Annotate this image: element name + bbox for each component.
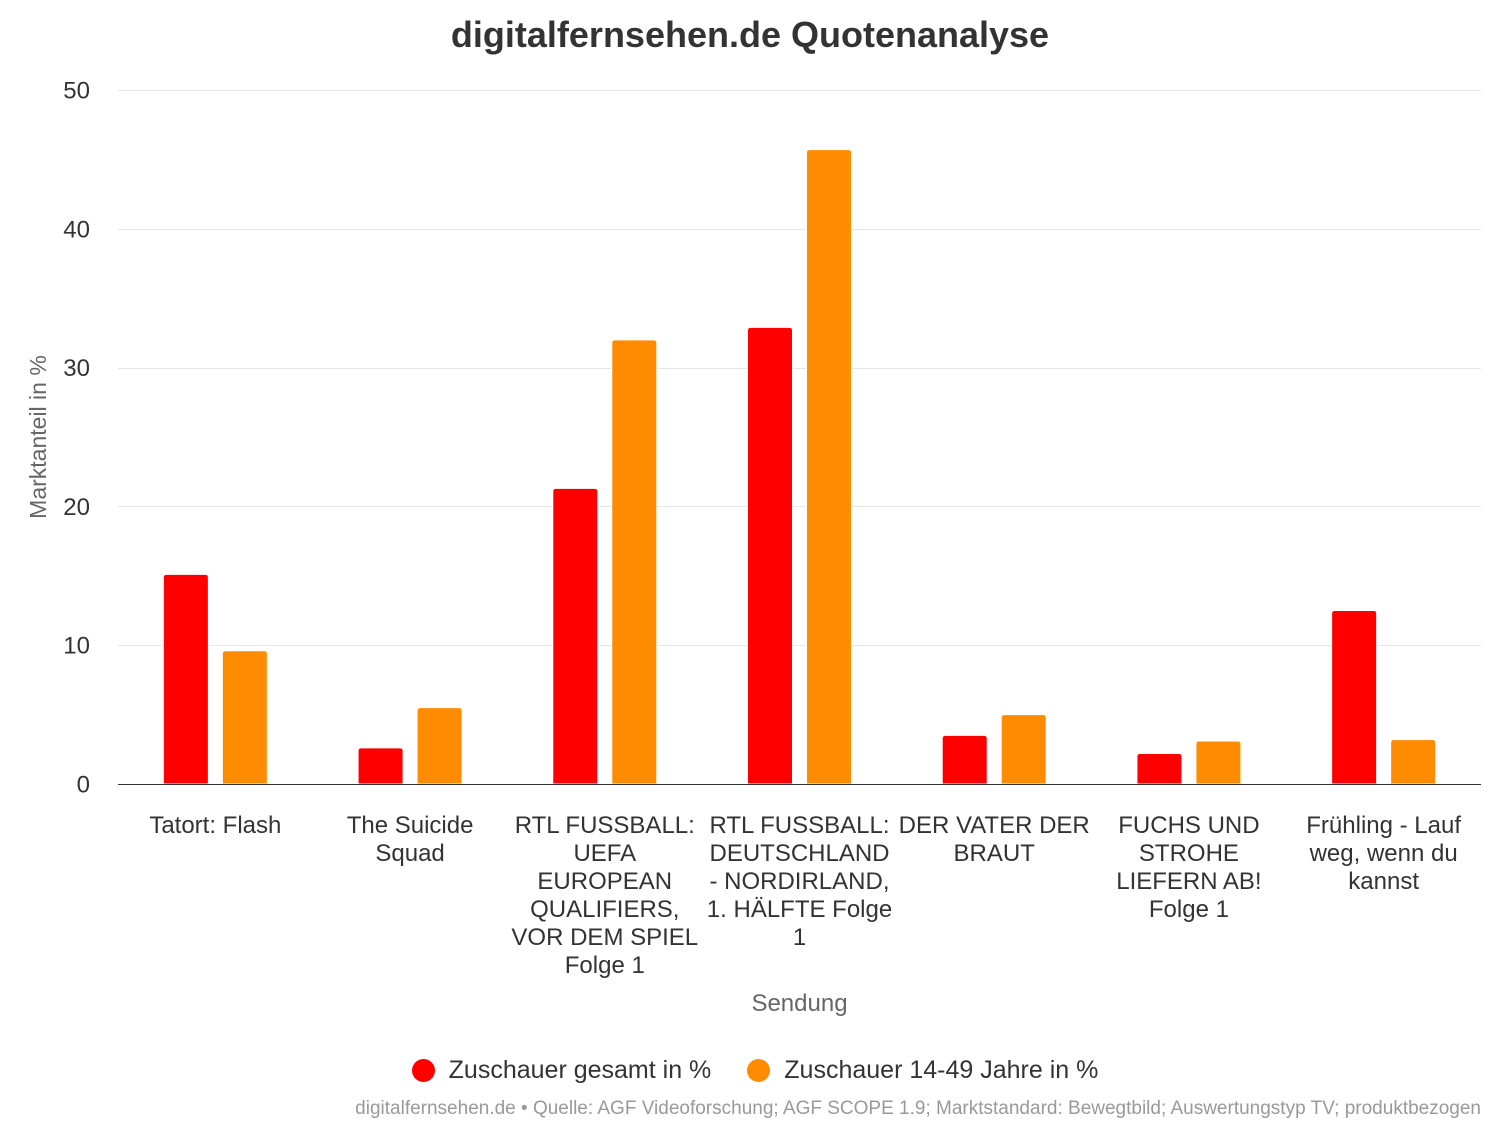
legend: Zuschauer gesamt in % Zuschauer 14-49 Ja… <box>10 1055 1500 1085</box>
x-tick-label-line: Folge 1 <box>1148 896 1229 923</box>
x-tick-label-line: Folge 1 <box>564 952 645 979</box>
bar <box>357 747 404 785</box>
x-tick-label-line: kannst <box>1348 868 1419 895</box>
x-tick-label-line: 1. HÄLFTE Folge <box>706 896 893 923</box>
bar-series <box>221 149 1437 785</box>
x-tick-label-line: FUCHS UND <box>1118 812 1260 839</box>
bar <box>747 326 793 785</box>
x-tick-label: The Suicide Squad <box>300 812 520 868</box>
x-tick-label-line: VOR DEM SPIEL <box>511 924 699 951</box>
x-tick-label-line: STROHE <box>1138 840 1239 867</box>
x-tick-label-line: UEFA <box>573 840 637 867</box>
x-tick-label: RTL FUSSBALL: UEFA EUROPEAN QUALIFIERS, … <box>495 812 715 980</box>
x-tick-label-line: DEUTSCHLAND <box>709 840 890 867</box>
legend-marker <box>411 1058 435 1082</box>
y-axis-ticks: 0 10 20 30 40 50 <box>63 78 90 799</box>
x-axis-labels: Tatort: Flash The Suicide Squad RTL FUSSBA… <box>0 812 1500 982</box>
y-tick-label: 20 <box>63 494 90 521</box>
bar <box>611 339 658 785</box>
bar <box>1136 752 1183 785</box>
chart-title: digitalfernsehen.de Quotenanalyse <box>450 14 1050 55</box>
bar <box>1000 714 1047 785</box>
legend-label: Zuschauer 14-49 Jahre in % <box>784 1056 1099 1084</box>
bar <box>1331 610 1378 785</box>
bar <box>1195 740 1242 785</box>
bar <box>162 573 209 785</box>
x-tick-label: Tatort: Flash <box>105 812 325 840</box>
x-tick-label-line: DER VATER DER <box>898 812 1090 839</box>
y-tick-label: 40 <box>63 216 90 243</box>
x-tick-label-line: EUROPEAN <box>537 868 673 895</box>
x-tick-label-line: RTL FUSSBALL: <box>514 812 695 839</box>
y-axis-title: Marktanteil in % <box>25 355 51 519</box>
x-tick-label: Frühling - Lauf weg, wenn du kannst <box>1274 812 1494 896</box>
x-tick-label-line: BRAUT <box>953 840 1035 867</box>
y-tick-label: 50 <box>63 78 90 105</box>
bar <box>416 707 463 785</box>
legend-marker <box>747 1058 771 1082</box>
bars <box>162 149 1437 785</box>
x-tick-label: DER VATER DER BRAUT <box>884 812 1104 868</box>
y-tick-label: 30 <box>63 355 90 382</box>
legend-item-zuschauer-gesamt[interactable]: Zuschauer gesamt in % <box>411 1055 712 1085</box>
bar <box>941 734 988 785</box>
x-tick-label-line: Frühling - Lauf <box>1306 812 1462 839</box>
y-tick-label: 0 <box>77 772 90 799</box>
x-tick-label: FUCHS UND STROHE LIEFERN AB! Folge 1 <box>1079 812 1299 924</box>
x-tick-label-line: Tatort: Flash <box>149 812 282 839</box>
x-tick-label-line: QUALIFIERS, <box>530 896 680 923</box>
x-tick-label-line: - NORDIRLAND, <box>709 868 890 895</box>
bar <box>1390 739 1437 785</box>
x-tick-label-line: 1 <box>792 924 807 951</box>
legend-label: Zuschauer gesamt in % <box>448 1056 712 1084</box>
bar <box>552 487 599 785</box>
x-tick-label-line: weg, wenn du <box>1309 840 1458 867</box>
bar-series <box>162 326 1378 785</box>
x-tick-label-line: RTL FUSSBALL: <box>709 812 890 839</box>
y-tick-label: 10 <box>63 633 90 660</box>
x-tick-label-line: LIEFERN AB! <box>1116 868 1262 895</box>
x-tick-label: RTL FUSSBALL: DEUTSCHLAND - NORDIRLAND, … <box>690 812 910 952</box>
x-axis-title: Sendung <box>751 990 848 1017</box>
bar <box>806 149 852 785</box>
x-tick-label-line: The Suicide <box>346 812 474 839</box>
gridlines <box>118 90 1481 646</box>
x-tick-label-line: Squad <box>375 840 445 867</box>
bar <box>221 650 268 785</box>
credits: digitalfernsehen.de • Quelle: AGF Videof… <box>355 1098 1481 1119</box>
legend-item-zuschauer-14-49[interactable]: Zuschauer 14-49 Jahre in % <box>747 1055 1098 1085</box>
